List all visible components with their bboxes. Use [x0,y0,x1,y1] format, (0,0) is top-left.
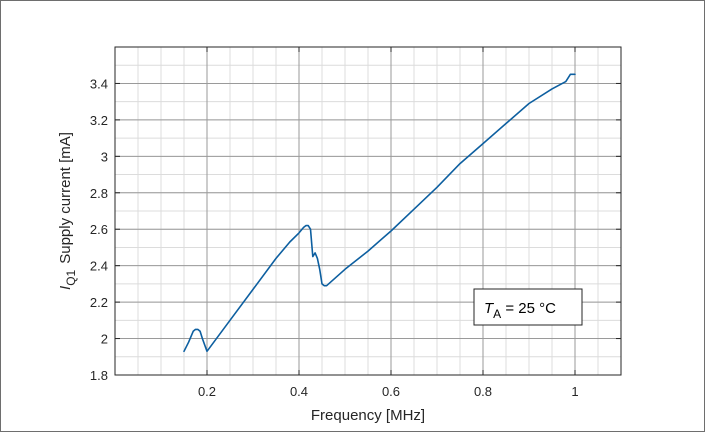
x-tick-label: 1 [571,384,578,399]
y-axis-label: IQ1 Supply current [mA] [57,132,78,290]
x-tick-label: 0.4 [290,384,308,399]
svg-text:TA = 25 °C: TA = 25 °C [484,300,556,321]
series-layer [183,73,576,353]
y-tick-label: 3.4 [90,76,108,91]
series-line [183,73,576,353]
annotation-box [473,288,583,326]
x-tick-labels: 0.2 0.4 0.6 0.8 1 [198,384,579,399]
x-axis-label: Frequency [MHz] [311,407,425,424]
y-tick-label: 3.2 [90,113,108,128]
y-tick-labels: 1.8 2 2.2 2.4 2.6 2.8 3 3.2 3.4 [90,76,108,383]
y-tick-label: 2 [101,332,108,347]
y-axis-label-subscript: Q1 [64,269,78,285]
y-axis-label-symbol: I [57,286,74,290]
x-tick-label: 0.6 [382,384,400,399]
minor-grid [115,47,621,375]
tick-marks [115,47,621,376]
y-axis-label-text: Supply current [mA] [57,132,74,264]
annotation-subscript: A [493,307,501,321]
annotation-symbol: T [484,300,495,317]
y-tick-label: 2.4 [90,259,108,274]
x-tick-label: 0.2 [198,384,216,399]
y-tick-label: 2.2 [90,295,108,310]
y-tick-label: 3 [101,149,108,164]
y-tick-label: 2.8 [90,186,108,201]
plot-area-border [114,46,622,376]
y-tick-label: 2.6 [90,222,108,237]
x-tick-label: 0.8 [474,384,492,399]
annotation-text: = 25 °C [501,300,556,317]
temperature-annotation: TA = 25 °C [473,288,583,326]
y-tick-label: 1.8 [90,368,108,383]
